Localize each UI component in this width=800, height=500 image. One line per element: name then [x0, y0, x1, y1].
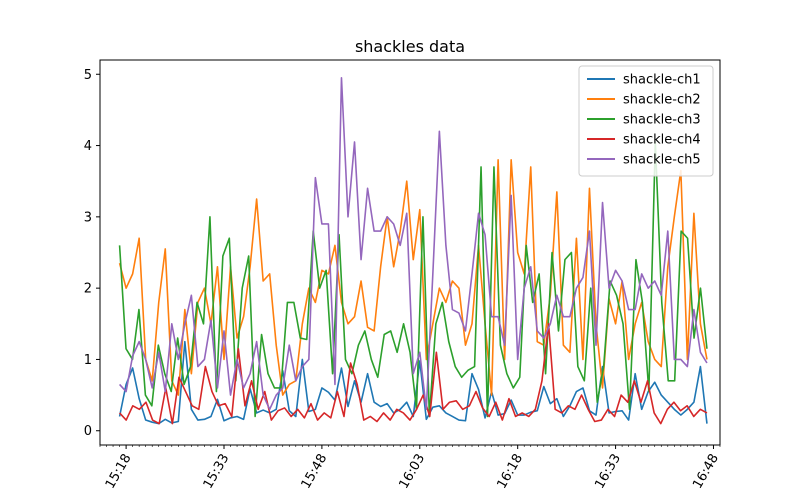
legend-label: shackle-ch4: [623, 133, 701, 148]
y-tick-label: 0: [84, 424, 92, 439]
legend: shackle-ch1 shackle-ch2 shackle-ch3 shackle…: [578, 65, 714, 177]
chart-title: shackles data: [355, 37, 465, 56]
series-line-4: [118, 322, 708, 425]
y-tick-label: 5: [84, 68, 92, 83]
y-tick-label: 1: [84, 353, 92, 368]
series-line-1: [118, 340, 708, 425]
y-tick-label: 2: [84, 282, 92, 297]
series-layer: [118, 77, 708, 425]
series-line-3: [118, 141, 708, 418]
legend-label: shackle-ch2: [623, 93, 701, 108]
legend-box: [578, 65, 714, 177]
y-tick-label: 3: [84, 210, 92, 225]
legend-label: shackle-ch1: [623, 73, 701, 88]
plot-frame: [99, 59, 721, 446]
y-axis: 0 1 2 3 4 5: [84, 68, 100, 439]
y-tick-label: 4: [84, 139, 92, 154]
legend-label: shackle-ch5: [623, 153, 701, 168]
legend-label: shackle-ch3: [623, 113, 701, 128]
series-line-5: [118, 77, 708, 411]
